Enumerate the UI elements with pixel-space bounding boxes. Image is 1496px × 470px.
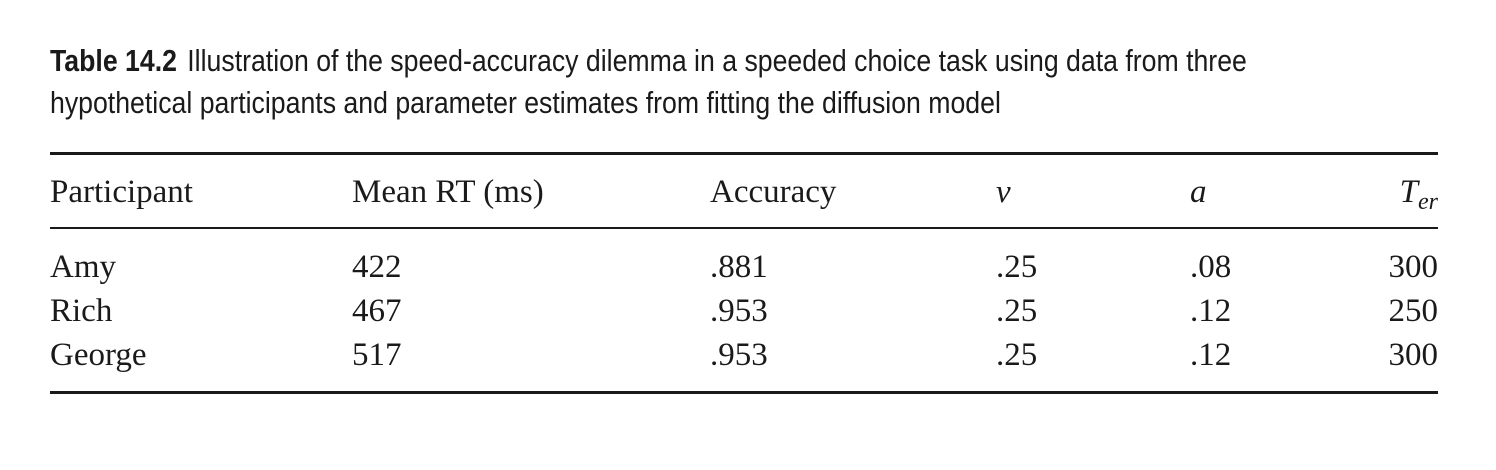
cell-mean-rt: 517 (352, 337, 402, 373)
header-rule (50, 227, 1438, 229)
cell-mean-rt: 422 (352, 249, 402, 285)
cell-v: .25 (996, 337, 1038, 373)
header-participant: Participant (50, 174, 193, 210)
cell-a: .12 (1190, 293, 1232, 329)
cell-a: .12 (1190, 337, 1232, 373)
cell-a: .08 (1190, 249, 1232, 285)
header-ter-main: T (1399, 174, 1418, 210)
cell-mean-rt: 467 (352, 293, 402, 329)
cell-accuracy: .953 (710, 337, 768, 373)
header-v: v (996, 174, 1011, 210)
cell-participant: George (50, 337, 147, 373)
table-label: Table 14.2 (50, 43, 177, 78)
cell-participant: Amy (50, 249, 116, 285)
table-caption: Table 14.2 Illustration of the speed-accu… (50, 40, 1254, 124)
header-a: a (1190, 174, 1207, 210)
cell-ter: 250 (1388, 293, 1439, 329)
header-ter-sub: er (1418, 189, 1438, 215)
caption-line-2: hypothetical participants and parameter … (50, 85, 1001, 120)
cell-participant: Rich (50, 293, 113, 329)
cell-ter: 300 (1388, 337, 1439, 373)
header-ter: Ter (1400, 172, 1438, 215)
cell-accuracy: .881 (710, 249, 768, 285)
caption-line-1: Table 14.2 Illustration of the speed-accu… (50, 40, 1254, 82)
header-mean-rt: Mean RT (ms) (352, 174, 544, 210)
caption-text-1: Illustration of the speed-accuracy dilem… (187, 43, 1247, 78)
cell-v: .25 (996, 249, 1038, 285)
cell-accuracy: .953 (710, 293, 768, 329)
cell-ter: 300 (1388, 249, 1439, 285)
bottom-rule (50, 391, 1438, 394)
header-accuracy: Accuracy (710, 174, 837, 210)
top-rule (50, 152, 1438, 155)
cell-v: .25 (996, 293, 1038, 329)
